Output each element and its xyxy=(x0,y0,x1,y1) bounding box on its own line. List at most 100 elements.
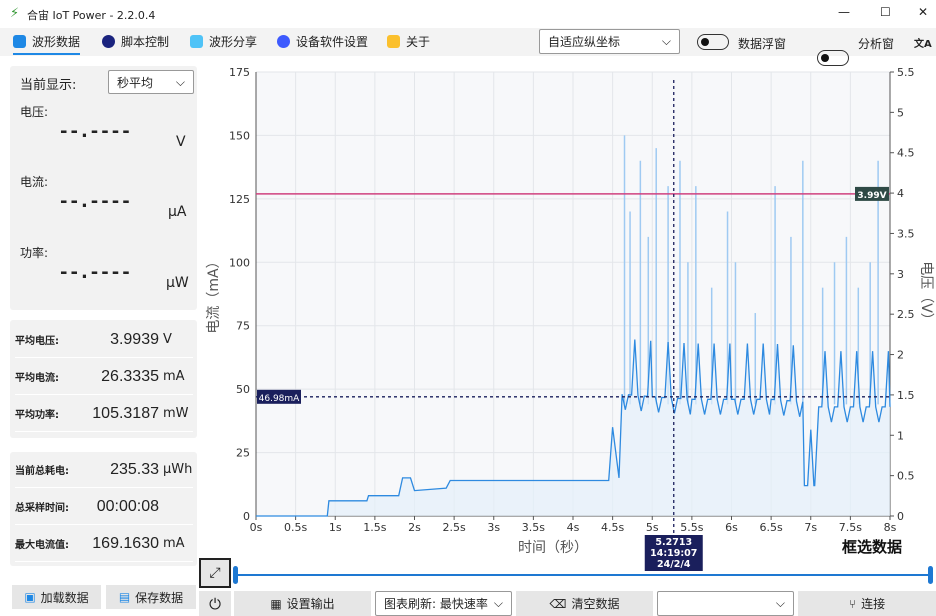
x-tick-label: 2.5s xyxy=(443,521,466,534)
cursor-x-label: 24/2/4 xyxy=(657,559,691,570)
chevron-down-icon: ⌵ xyxy=(175,74,185,89)
stat-row: 当前总耗电: 235.33 μWh xyxy=(15,452,193,488)
title-bar: ⚡ 合宙 IoT Power - 2.2.0.4 — ☐ ✕ xyxy=(0,0,936,28)
x-tick-label: 0.5s xyxy=(284,521,307,534)
close-button[interactable]: ✕ xyxy=(918,5,929,19)
x-tick-label: 4.5s xyxy=(601,521,624,534)
stat-row: 平均电压: 3.9939 V xyxy=(15,322,193,358)
voltage-badge xyxy=(855,186,889,201)
plug-icon: ⑂ xyxy=(848,596,857,611)
expand-icon: ⤢ xyxy=(209,565,221,581)
power-button[interactable]: ⏻ xyxy=(199,591,231,616)
y-tick-label: 150 xyxy=(229,129,250,142)
y2-tick-label: 0 xyxy=(897,510,904,523)
stat-unit: mW xyxy=(163,406,189,421)
current-unit: μA xyxy=(168,204,187,220)
stat-label: 当前总耗电: xyxy=(15,466,69,477)
current-value: --.---- xyxy=(60,191,133,212)
select-data-label[interactable]: 框选数据 xyxy=(842,538,902,556)
settings-icon xyxy=(277,35,290,48)
connect-button[interactable]: ⑂ 连接 xyxy=(798,591,936,616)
refresh-rate-select[interactable]: 图表刷新: 最快速率 ⌵ xyxy=(375,591,512,616)
x-tick-label: 6.5s xyxy=(760,521,783,534)
y-tick-label: 0 xyxy=(243,510,250,523)
waveform-chart[interactable]: 0s 0.5s 1s 1.5s 2s 2.5s 3s 3.5s 4s 4.5s 5s 5.5s 6s 6.… xyxy=(200,60,936,572)
tab-about[interactable]: 关于 xyxy=(387,33,430,50)
display-mode-select[interactable]: 秒平均 ⌵ xyxy=(108,70,194,94)
power-unit: μW xyxy=(166,275,189,291)
window-title: 合宙 IoT Power - 2.2.0.4 xyxy=(27,9,156,22)
y2-tick-label: 4 xyxy=(897,187,904,200)
stat-unit: mA xyxy=(163,369,185,384)
x-tick-label: 8s xyxy=(884,521,897,534)
y2-tick-label: 1.5 xyxy=(897,389,915,402)
load-data-button[interactable]: ▣ 加载数据 xyxy=(12,585,101,609)
set-output-button[interactable]: ▦ 设置输出 xyxy=(234,591,371,616)
translate-icon[interactable]: 文A xyxy=(914,39,932,50)
y2-tick-label: 5 xyxy=(897,106,904,119)
toolbar: 波形数据 脚本控制 波形分享 设备软件设置 关于 自适应纵坐标 ⌵ 数据浮窗 分析… xyxy=(0,28,936,66)
y2-tick-label: 1 xyxy=(897,429,904,442)
cursor-x-label: 14:19:07 xyxy=(650,548,697,559)
current-line xyxy=(256,339,891,517)
save-data-button[interactable]: ▤ 保存数据 xyxy=(106,585,196,609)
data-float-toggle[interactable] xyxy=(697,34,729,50)
set-output-label: 设置输出 xyxy=(286,597,335,611)
load-icon: ▣ xyxy=(24,590,36,604)
stat-row: 最大电流值: 169.1630 mA xyxy=(15,526,193,562)
chevron-down-icon: ⌵ xyxy=(775,596,785,610)
load-label: 加载数据 xyxy=(40,590,89,605)
chevron-down-icon: ⌵ xyxy=(661,34,671,48)
y-tick-label: 175 xyxy=(229,66,250,79)
save-label: 保存数据 xyxy=(135,590,184,605)
stat-unit: μWh xyxy=(163,462,193,477)
stat-value: 105.3187 xyxy=(92,404,159,422)
cursor-y-label: 46.98mA xyxy=(259,394,301,404)
port-select[interactable]: ⌵ xyxy=(657,591,794,616)
range-slider-right-handle[interactable] xyxy=(928,566,933,584)
x-tick-label: 5.5s xyxy=(680,521,703,534)
tab-waveform-data[interactable]: 波形数据 xyxy=(13,33,81,55)
fit-view-button[interactable]: ⤢ xyxy=(199,558,231,588)
cursor-x-badge xyxy=(644,535,703,571)
y-tick-label: 75 xyxy=(236,320,250,333)
y-tick-label: 25 xyxy=(236,447,250,460)
current-label: 电流: xyxy=(20,175,49,189)
voltage-value: --.---- xyxy=(60,121,133,142)
tab-label: 波形数据 xyxy=(32,35,81,49)
stat-row: 总采样时间: 00:00:08 xyxy=(15,489,193,525)
axis-mode-value: 自适应纵坐标 xyxy=(548,35,621,49)
stat-label: 平均电流: xyxy=(15,373,59,384)
analysis-toggle[interactable] xyxy=(817,50,849,66)
tab-label: 脚本控制 xyxy=(121,35,170,49)
stat-label: 总采样时间: xyxy=(15,503,69,514)
maximize-button[interactable]: ☐ xyxy=(880,5,891,19)
range-slider-left-handle[interactable] xyxy=(233,566,238,584)
realtime-panel: 当前显示: 秒平均 ⌵ 电压: --.---- V 电流: --.---- μA … xyxy=(10,66,197,310)
x-tick-label: 5s xyxy=(646,521,659,534)
y2-tick-label: 2.5 xyxy=(897,308,915,321)
save-icon: ▤ xyxy=(118,590,131,604)
waveform-icon xyxy=(13,35,26,48)
data-float-label: 数据浮窗 xyxy=(738,37,787,51)
stat-label: 平均功率: xyxy=(15,410,59,421)
range-slider-track[interactable] xyxy=(235,574,932,576)
tab-waveform-share[interactable]: 波形分享 xyxy=(190,33,257,50)
tab-device-settings[interactable]: 设备软件设置 xyxy=(277,33,368,50)
stat-value: 169.1630 xyxy=(92,534,159,552)
clear-data-label: 清空数据 xyxy=(571,597,620,611)
x-tick-label: 2s xyxy=(408,521,421,534)
y2-tick-label: 0.5 xyxy=(897,470,915,483)
eraser-icon: ⌫ xyxy=(549,596,567,611)
axis-mode-select[interactable]: 自适应纵坐标 ⌵ xyxy=(539,29,680,54)
minimize-button[interactable]: — xyxy=(838,5,850,19)
clear-data-button[interactable]: ⌫ 清空数据 xyxy=(516,591,653,616)
y2-tick-label: 4.5 xyxy=(897,147,915,160)
tab-script-control[interactable]: 脚本控制 xyxy=(102,33,169,50)
voltage-badge-label: 3.99V xyxy=(857,191,886,201)
totals-panel: 当前总耗电: 235.33 μWh 总采样时间: 00:00:08 最大电流值: 169… xyxy=(10,452,197,566)
y-axis-title: 电流（mA） xyxy=(206,254,222,333)
analysis-label: 分析窗 xyxy=(858,37,895,51)
x-tick-label: 7.5s xyxy=(839,521,862,534)
current-area xyxy=(256,339,890,516)
